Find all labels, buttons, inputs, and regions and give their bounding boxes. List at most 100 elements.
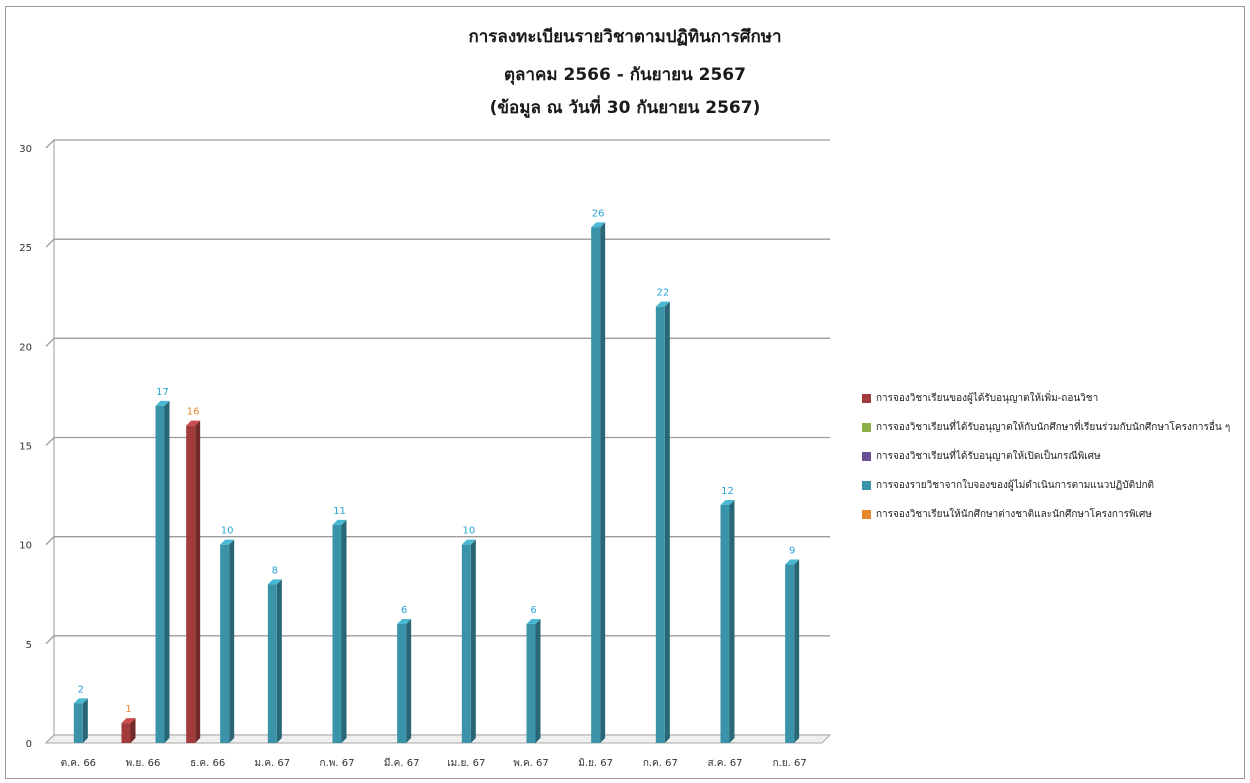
bar xyxy=(461,544,471,743)
x-tick-label: พ.ค. 67 xyxy=(513,758,549,769)
bar-top xyxy=(461,539,476,545)
legend-item: การจองวิชาเรียนที่ได้รับอนุญาตให้เปิดเป็… xyxy=(862,446,1230,466)
legend-swatch xyxy=(862,451,871,461)
gridline xyxy=(45,238,830,248)
bar-side xyxy=(600,222,606,744)
gridline xyxy=(45,337,830,347)
plot-floor xyxy=(44,734,832,744)
y-tick-label: 10 xyxy=(19,541,32,552)
chart-frame xyxy=(5,6,1245,779)
gridline xyxy=(45,436,830,446)
y-tick-label: 20 xyxy=(19,342,32,353)
data-label: 6 xyxy=(530,605,536,616)
bar-side xyxy=(276,579,282,743)
y-tick-label: 25 xyxy=(19,243,32,254)
bar-top xyxy=(720,500,735,505)
bar-side xyxy=(195,420,201,743)
x-tick-label: ม.ค. 67 xyxy=(255,758,291,769)
legend-swatch xyxy=(862,480,871,490)
bar-top xyxy=(397,619,412,624)
data-label: 11 xyxy=(333,506,346,517)
legend-label: การจองรายวิชาจากใบจองของผู้ไม่ดำเนินการต… xyxy=(876,479,1155,491)
bar xyxy=(267,584,277,743)
bar-top xyxy=(121,718,136,724)
bar-top xyxy=(155,400,170,406)
bar-side xyxy=(470,539,476,743)
legend-label: การจองวิชาเรียนที่ได้รับอนุญาตให้กับนักศ… xyxy=(876,421,1231,433)
bar-side xyxy=(794,559,800,743)
bar-side xyxy=(341,519,347,743)
bar-side xyxy=(130,718,136,743)
gridline xyxy=(45,139,830,149)
bar xyxy=(655,306,665,743)
bar xyxy=(526,624,536,743)
legend-swatch xyxy=(862,509,871,519)
data-label: 22 xyxy=(656,288,669,299)
legend-swatch xyxy=(862,422,871,432)
bar-top xyxy=(526,619,541,624)
legend-label: การจองวิชาเรียนของผู้ได้รับอนุญาตให้เพิ่… xyxy=(876,392,1099,404)
data-label: 12 xyxy=(721,486,734,497)
bar-top xyxy=(267,579,282,585)
legend-label: การจองวิชาเรียนให้นักศึกษาต่างชาติและนัก… xyxy=(876,508,1152,520)
x-tick-label: ต.ค. 66 xyxy=(61,758,96,769)
legend-item: การจองวิชาเรียนของผู้ได้รับอนุญาตให้เพิ่… xyxy=(862,388,1230,408)
chart-title-line-3: (ข้อมูล ณ วันที่ 30 กันยายน 2567) xyxy=(489,98,761,118)
gridline xyxy=(45,635,830,645)
y-tick-label: 5 xyxy=(26,640,32,651)
x-tick-label: ก.ค. 67 xyxy=(643,758,678,769)
legend-swatch xyxy=(862,393,871,403)
bar-top xyxy=(785,559,800,565)
gridline xyxy=(45,536,830,546)
bar-side xyxy=(229,539,235,743)
bar xyxy=(332,524,342,743)
data-label: 6 xyxy=(401,605,407,616)
data-label: 16 xyxy=(187,407,200,418)
bar xyxy=(155,405,165,743)
bar-top xyxy=(220,539,235,545)
x-tick-label: พ.ย. 66 xyxy=(126,758,161,769)
bar xyxy=(220,544,230,743)
x-tick-label: ก.พ. 67 xyxy=(320,758,355,769)
data-label: 9 xyxy=(789,546,795,557)
data-label: 26 xyxy=(592,208,605,219)
bar-side xyxy=(729,500,735,743)
bar xyxy=(785,564,795,743)
bar-top xyxy=(591,222,606,228)
x-tick-label: มิ.ย. 67 xyxy=(578,758,613,769)
bar xyxy=(720,505,730,743)
bar-side xyxy=(82,698,88,743)
bar xyxy=(121,723,131,743)
x-tick-label: ส.ค. 67 xyxy=(707,758,742,769)
chart-legend: การจองวิชาเรียนของผู้ได้รับอนุญาตให้เพิ่… xyxy=(862,388,1230,533)
bar-top xyxy=(655,301,670,307)
data-label: 8 xyxy=(272,565,278,576)
bar xyxy=(186,425,196,743)
bar-side xyxy=(406,619,412,743)
chart-title-line-1: การลงทะเบียนรายวิชาตามปฏิทินการศึกษา xyxy=(468,27,782,47)
bar-top xyxy=(73,698,88,704)
x-tick-label: ก.ย. 67 xyxy=(773,758,807,769)
bar-side xyxy=(164,400,170,743)
bar-side xyxy=(535,619,541,743)
legend-label: การจองวิชาเรียนที่ได้รับอนุญาตให้เปิดเป็… xyxy=(876,450,1101,462)
bar-top xyxy=(332,519,347,525)
bar-side xyxy=(664,301,670,743)
legend-item: การจองรายวิชาจากใบจองของผู้ไม่ดำเนินการต… xyxy=(862,475,1230,495)
legend-item: การจองวิชาเรียนให้นักศึกษาต่างชาติและนัก… xyxy=(862,504,1230,524)
data-label: 10 xyxy=(221,526,234,537)
legend-item: การจองวิชาเรียนที่ได้รับอนุญาตให้กับนักศ… xyxy=(862,417,1230,437)
y-tick-label: 30 xyxy=(19,144,32,155)
data-label: 1 xyxy=(125,704,131,715)
bar xyxy=(591,227,601,744)
data-label: 17 xyxy=(156,387,169,398)
bar xyxy=(397,624,407,743)
bar xyxy=(73,703,83,743)
chart-title-line-2: ตุลาคม 2566 - กันยายน 2567 xyxy=(504,65,746,85)
y-tick-label: 0 xyxy=(26,739,32,750)
data-label: 10 xyxy=(462,526,475,537)
bar-top xyxy=(186,420,201,426)
x-tick-label: เม.ย. 67 xyxy=(447,758,485,769)
y-tick-label: 15 xyxy=(19,442,32,453)
